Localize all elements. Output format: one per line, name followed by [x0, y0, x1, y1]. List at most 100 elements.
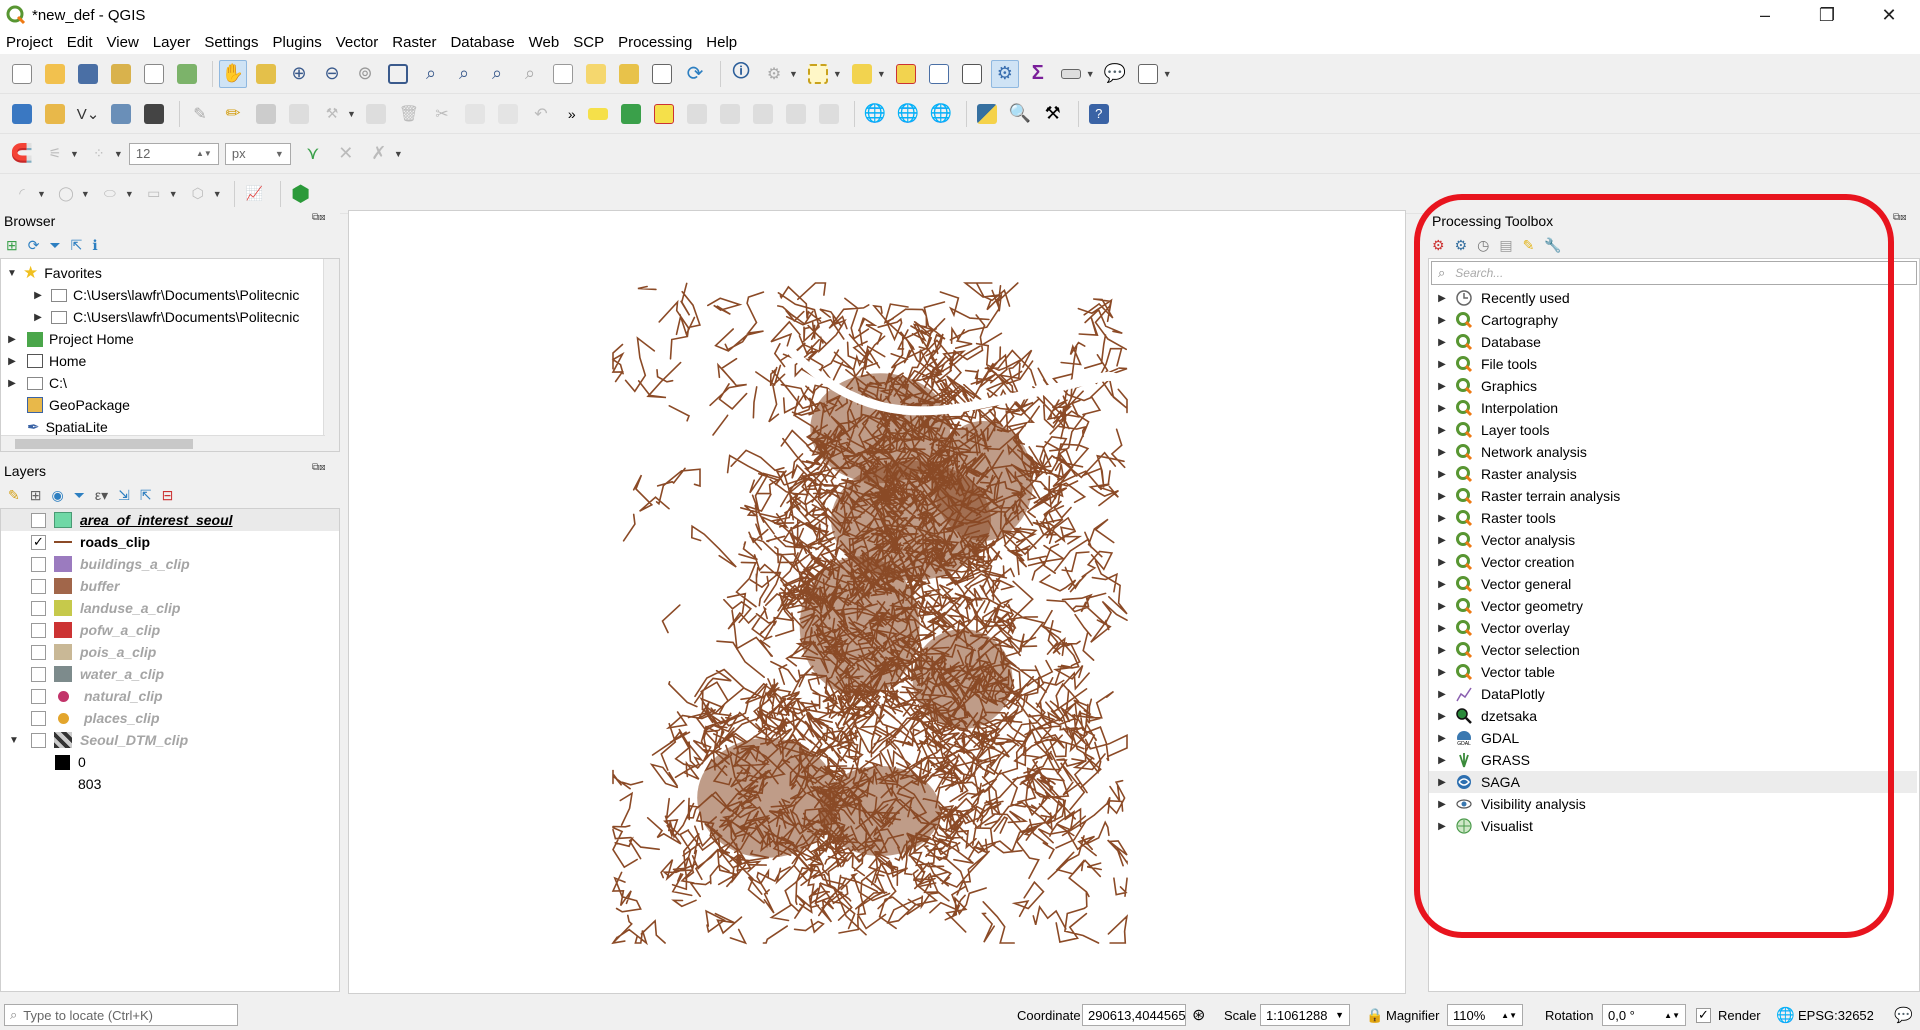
change-label-button[interactable] — [815, 100, 843, 128]
browser-horizontal-scrollbar[interactable] — [1, 435, 325, 451]
snap-type-button[interactable]: ⁘ — [85, 140, 113, 168]
scp-plugin-button[interactable]: ⬢ — [287, 180, 315, 208]
toolbox-item-saga[interactable]: ▶ SAGA — [1429, 771, 1917, 793]
chevron-right-icon[interactable]: ▶ — [1438, 336, 1446, 348]
topological-editing-button[interactable]: ⋎ — [299, 140, 327, 168]
rectangle-button[interactable]: ▭ — [140, 180, 168, 208]
menu-scp[interactable]: SCP — [573, 33, 605, 51]
field-calculator-button[interactable] — [958, 60, 986, 88]
scale-combobox[interactable]: 1:1061288 ▼ — [1260, 1004, 1350, 1026]
chevron-right-icon[interactable]: ▶ — [1438, 600, 1446, 612]
crs-toggle-icon[interactable]: ⊛ — [1192, 1007, 1206, 1024]
chevron-right-icon[interactable]: ▶ — [1438, 424, 1446, 436]
chevron-right-icon[interactable]: ▶ — [1438, 820, 1446, 832]
print-layout-button[interactable] — [140, 60, 168, 88]
models-icon[interactable]: ⚙ — [1432, 236, 1445, 253]
chevron-right-icon[interactable]: ▶ — [1438, 732, 1446, 744]
snap-layers-button[interactable]: ⚟ — [41, 140, 69, 168]
chevron-right-icon[interactable]: ▶ — [1438, 446, 1446, 458]
layer-checkbox[interactable] — [31, 688, 46, 704]
chevron-right-icon[interactable]: ▶ — [1438, 578, 1446, 590]
label-toolbar-button[interactable] — [584, 100, 612, 128]
layer-diagram-button[interactable] — [650, 100, 678, 128]
open-project-button[interactable] — [41, 60, 69, 88]
highlight-labels-button[interactable] — [716, 100, 744, 128]
browser-item-favorites[interactable]: ▼ ★ Favorites — [5, 262, 102, 284]
delete-selected-button[interactable]: 🗑 — [395, 100, 423, 128]
browser-item-geopackage[interactable]: GeoPackage — [19, 394, 130, 416]
layer-pofw-a-clip[interactable]: pofw_a_clip — [1, 619, 160, 641]
move-label-button[interactable] — [749, 100, 777, 128]
collapse-all-icon[interactable]: ⇱ — [70, 236, 83, 253]
browser-panel-buttons[interactable]: ⧉⊠ — [312, 212, 326, 223]
layer-buildings-a-clip[interactable]: buildings_a_clip — [1, 553, 190, 575]
toolbox-item-network-analysis[interactable]: ▶ Network analysis — [1429, 441, 1917, 463]
menu-database[interactable]: Database — [450, 33, 515, 51]
new-bookmark-button[interactable] — [615, 60, 643, 88]
chevron-right-icon[interactable]: ▶ — [1438, 358, 1446, 370]
processing-toolbox-button[interactable]: ⚙ — [990, 59, 1019, 88]
toolbox-panel-buttons[interactable]: ⧉⊠ — [1893, 212, 1907, 223]
refresh-icon[interactable]: ⟳ — [27, 236, 40, 253]
filter-icon[interactable]: ⏷ — [73, 486, 85, 503]
attribute-table-button[interactable] — [925, 60, 953, 88]
toolbox-item-vector-general[interactable]: ▶ Vector general — [1429, 573, 1917, 595]
pan-map-button[interactable]: ✋ — [219, 59, 247, 88]
dzetsaka-button[interactable]: 🔍 — [1006, 100, 1034, 128]
select-features-button[interactable] — [804, 60, 832, 88]
lock-icon[interactable]: 🔒 — [1366, 1006, 1384, 1023]
circle-button[interactable]: ◯ — [52, 180, 80, 208]
layer-roads-clip[interactable]: ✓ roads_clip — [1, 531, 150, 553]
undo-button[interactable]: ↶ — [527, 100, 555, 128]
snapping-toggle-button[interactable]: 🧲 — [8, 140, 36, 168]
add-group-icon[interactable]: ⊞ — [29, 486, 42, 503]
ellipse-button[interactable]: ⬭ — [96, 180, 124, 208]
chevron-right-icon[interactable]: ▶ — [1438, 754, 1446, 766]
plugin-tools-button[interactable]: ⚒ — [1039, 100, 1067, 128]
run-action-button[interactable]: ⚙ — [760, 60, 788, 88]
layer-checkbox[interactable] — [31, 556, 46, 572]
georef-button-2[interactable]: 🌐 — [894, 100, 922, 128]
regular-polygon-button[interactable]: ⬡ — [184, 180, 212, 208]
layer-natural-clip[interactable]: natural_clip — [1, 685, 163, 707]
info-icon[interactable]: ℹ — [92, 236, 98, 253]
snapping-tolerance-input[interactable]: 12 ▲▼ — [128, 142, 219, 165]
history-icon[interactable]: ◷ — [1477, 236, 1490, 253]
browser-item-spatialite[interactable]: ✒ SpatiaLite — [19, 416, 108, 438]
zoom-in-button[interactable]: ⊕ — [285, 60, 313, 88]
menu-web[interactable]: Web — [528, 33, 560, 51]
save-edits-button[interactable] — [252, 100, 280, 128]
snapping-unit-select[interactable]: px ▼ — [224, 142, 291, 165]
zoom-rubberband-button[interactable]: ⊚ — [351, 60, 379, 88]
chevron-right-icon[interactable]: ▶ — [1438, 688, 1446, 700]
toolbox-item-vector-table[interactable]: ▶ Vector table — [1429, 661, 1917, 683]
pan-to-selection-button[interactable] — [252, 60, 280, 88]
toolbox-item-recently-used[interactable]: ▶ Recently used — [1429, 287, 1917, 309]
circular-string-button[interactable]: ◜ — [8, 180, 36, 208]
minimize-button[interactable]: – — [1759, 4, 1770, 25]
locator-input[interactable]: ⌕ Type to locate (Ctrl+K) — [4, 1004, 238, 1026]
layer-area-of-interest[interactable]: area_of_interest_seoul — [1, 509, 339, 531]
save-project-button[interactable] — [74, 60, 102, 88]
modify-attributes-button[interactable] — [362, 100, 390, 128]
current-edits-button[interactable]: ✎ — [186, 100, 214, 128]
browser-item-home[interactable]: ▶ Home — [5, 350, 86, 372]
deselect-button[interactable] — [892, 60, 920, 88]
layer-checkbox[interactable]: ✓ — [31, 534, 46, 550]
rotation-spinbox[interactable]: 0,0 ° ▲▼ — [1602, 1004, 1686, 1026]
crs-label[interactable]: EPSG:32652 — [1798, 1007, 1874, 1023]
chevron-right-icon[interactable]: ▶ — [1438, 314, 1446, 326]
toolbox-item-vector-overlay[interactable]: ▶ Vector overlay — [1429, 617, 1917, 639]
zoom-last-button[interactable]: ⌕ — [516, 60, 544, 88]
rotate-label-button[interactable] — [782, 100, 810, 128]
results-viewer-icon[interactable]: ▤ — [1499, 236, 1513, 253]
add-selected-icon[interactable]: ⊞ — [6, 236, 18, 253]
layer-style-icon[interactable]: ✎ — [8, 486, 20, 503]
scrollbar-thumb[interactable] — [15, 439, 193, 449]
toolbox-item-vector-geometry[interactable]: ▶ Vector geometry — [1429, 595, 1917, 617]
menu-edit[interactable]: Edit — [66, 33, 93, 51]
data-source-manager-button[interactable] — [8, 100, 36, 128]
menu-project[interactable]: Project — [6, 33, 53, 51]
zoom-full-button[interactable] — [384, 60, 412, 88]
magnifier-spinbox[interactable]: 110% ▲▼ — [1447, 1004, 1523, 1026]
